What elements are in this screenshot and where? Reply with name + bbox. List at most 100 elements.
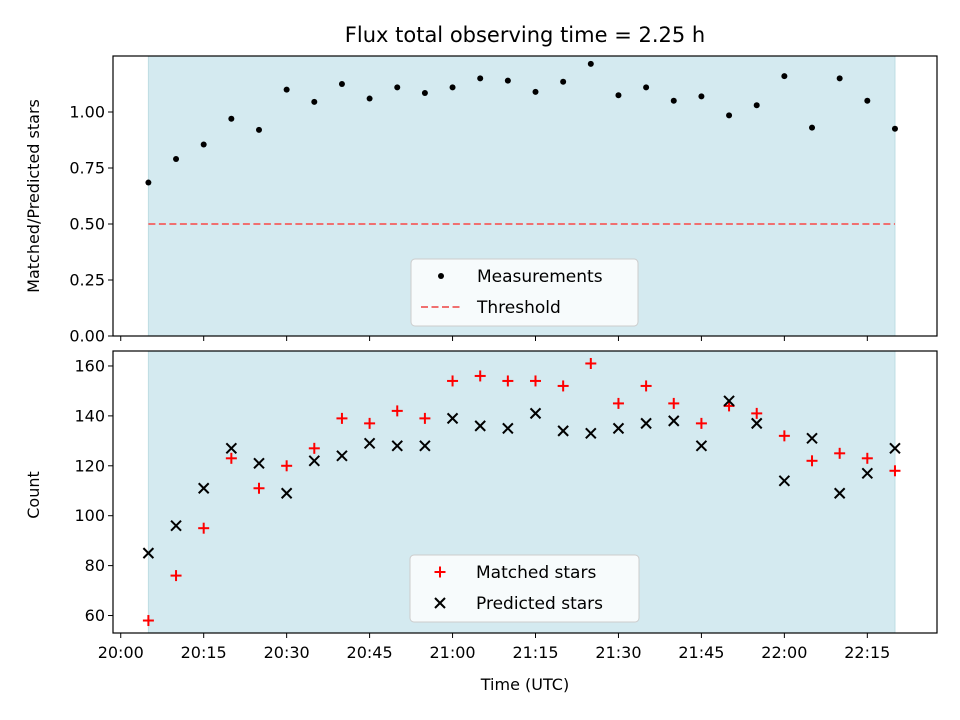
measurement-point <box>809 124 816 131</box>
predicted-star-point <box>861 467 874 479</box>
y-tick-label: 100 <box>74 506 105 525</box>
y-tick-label: 0.75 <box>69 159 105 178</box>
x-stroke <box>391 440 403 452</box>
measurement-point <box>504 77 511 84</box>
matched-star-point <box>474 370 486 382</box>
x-tick-label: 20:30 <box>264 643 310 662</box>
matched-star-point <box>695 417 707 429</box>
matched-star-point <box>668 397 680 409</box>
measurement-point <box>532 88 539 95</box>
legend-marker-x <box>434 597 446 609</box>
predicted-star-point <box>253 457 265 470</box>
matched-star-point <box>751 407 763 419</box>
x-stroke <box>253 457 265 470</box>
predicted-star-point <box>142 547 155 559</box>
predicted-star-point <box>668 415 680 427</box>
x-stroke <box>336 450 348 462</box>
measurement-point <box>394 84 401 91</box>
chart-title: Flux total observing time = 2.25 h <box>345 23 705 47</box>
legend-entry-label: Threshold <box>476 298 561 318</box>
predicted-star-point <box>170 519 182 532</box>
x-stroke <box>502 422 514 435</box>
x-tick-label: 21:45 <box>678 643 724 662</box>
measurement-point <box>145 179 152 186</box>
predicted-star-point <box>391 440 403 452</box>
bottom-panel: 60 80 100 120 140 160 20:00 20:15 20:30 20:45 21:0… <box>74 350 938 662</box>
measurement-point <box>449 84 456 91</box>
predicted-star-point <box>446 412 459 425</box>
matched-star-point <box>585 357 597 369</box>
x-stroke <box>861 467 874 479</box>
x-tick-label: 21:00 <box>429 643 475 662</box>
matched-star-point <box>364 417 376 429</box>
matched-star-point <box>612 397 624 409</box>
legend-entry-label: Predicted stars <box>476 594 603 614</box>
y-tick-label: 120 <box>74 456 105 475</box>
predicted-star-point <box>419 440 431 452</box>
matched-star-point <box>225 452 237 464</box>
matched-star-point <box>170 570 182 582</box>
x-stroke <box>695 440 708 452</box>
matched-star-point <box>557 380 569 392</box>
y-tick-label: 80 <box>85 556 105 575</box>
predicted-star-point <box>889 442 901 455</box>
predicted-star-point <box>612 422 625 435</box>
legend-box <box>410 258 639 327</box>
x-stroke <box>529 407 542 420</box>
x-stroke <box>778 475 791 487</box>
predicted-star-point <box>751 417 763 430</box>
x-stroke <box>723 395 735 407</box>
measurement-point <box>283 86 290 93</box>
x-stroke <box>280 487 293 499</box>
predicted-star-point <box>557 425 569 437</box>
x-stroke <box>142 547 155 559</box>
measurement-point <box>173 156 180 163</box>
matched-star-point <box>640 380 652 392</box>
predicted-star-point <box>585 427 597 440</box>
measurement-point <box>615 92 622 99</box>
y-tick-label: 0.25 <box>69 271 105 290</box>
predicted-star-point <box>695 440 708 452</box>
matched-star-point <box>861 452 873 464</box>
legend-marker-dot <box>438 273 444 279</box>
measurement-point <box>560 78 567 85</box>
x-tick-label: 22:15 <box>844 643 890 662</box>
measurement-point <box>366 95 373 102</box>
x-stroke <box>363 437 376 450</box>
matched-star-point <box>530 375 542 387</box>
x-stroke <box>308 455 321 467</box>
matched-star-point <box>834 447 846 459</box>
x-stroke <box>833 487 846 499</box>
plot-frame <box>112 55 938 337</box>
x-stroke <box>557 425 569 437</box>
predicted-star-point <box>308 455 321 467</box>
x-stroke <box>612 422 625 435</box>
matched-star-point <box>806 455 818 467</box>
measurement-point <box>228 115 235 122</box>
predicted-star-point <box>778 475 791 487</box>
measurement-point <box>311 98 318 105</box>
legend-box <box>409 554 640 623</box>
x-stroke <box>474 420 486 432</box>
measurement-point <box>753 102 760 109</box>
predicted-star-point <box>363 437 376 450</box>
x-stroke <box>225 442 238 455</box>
measurement-point <box>836 75 843 82</box>
measurement-point <box>891 125 898 132</box>
x-stroke <box>585 427 597 440</box>
measurement-point <box>864 97 871 104</box>
matched-star-point <box>308 442 320 454</box>
matched-star-point <box>889 465 901 477</box>
x-tick-label: 21:15 <box>512 643 558 662</box>
plot-frame <box>112 350 938 634</box>
top-panel: 0.00 0.25 0.50 0.75 1.00 Measurements Threshol… <box>69 55 938 346</box>
measurement-point <box>200 141 207 148</box>
matched-star-point <box>198 522 210 534</box>
x-stroke <box>668 415 680 427</box>
measurement-point <box>477 75 484 82</box>
y-tick-label: 60 <box>85 606 105 625</box>
measurement-point <box>726 112 733 119</box>
x-axis-label: Time (UTC) <box>480 675 569 694</box>
legend-entry-label: Measurements <box>477 267 603 287</box>
